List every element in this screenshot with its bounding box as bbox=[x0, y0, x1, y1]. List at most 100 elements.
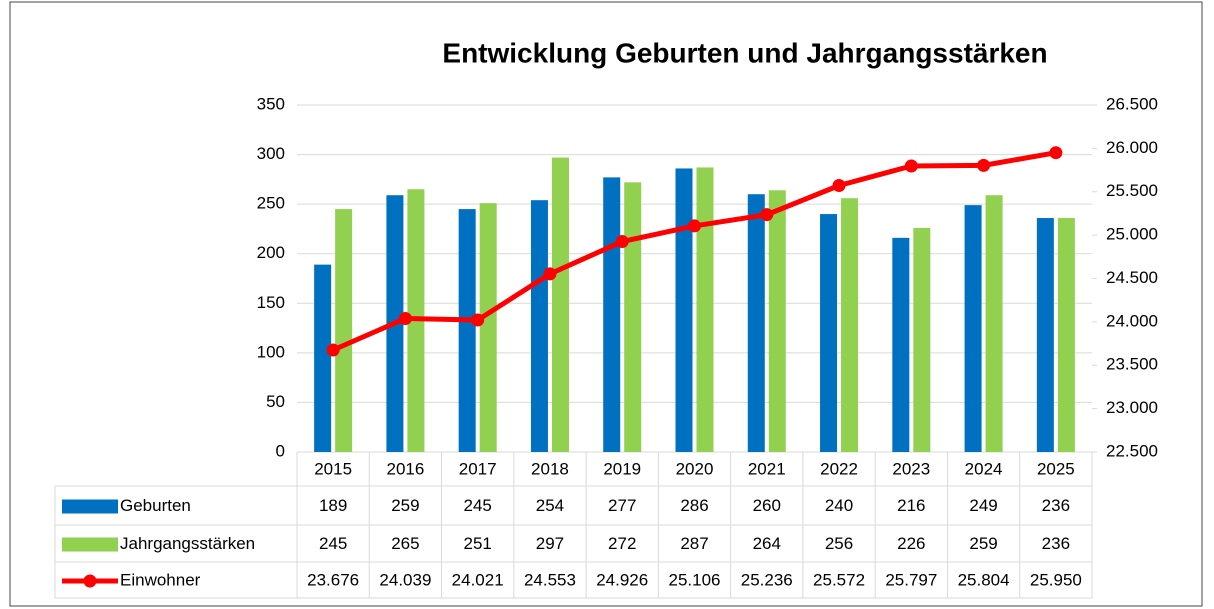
line-marker bbox=[326, 343, 340, 357]
line-marker bbox=[832, 179, 846, 193]
bar bbox=[747, 194, 765, 452]
table-value: 25.950 bbox=[1030, 570, 1082, 589]
table-value: 25.804 bbox=[958, 570, 1010, 589]
table-value: 277 bbox=[608, 496, 636, 515]
y2-tick-label: 22.500 bbox=[1106, 441, 1158, 460]
bar bbox=[820, 214, 838, 452]
bar bbox=[458, 209, 476, 452]
table-value: 216 bbox=[897, 496, 925, 515]
y-tick-label: 200 bbox=[257, 243, 285, 262]
line bbox=[332, 150, 1057, 353]
line-marker bbox=[977, 158, 991, 172]
table-value: 256 bbox=[825, 534, 853, 553]
y2-tick-label: 24.500 bbox=[1106, 268, 1158, 287]
bar bbox=[985, 195, 1003, 452]
y-tick-label: 50 bbox=[266, 392, 285, 411]
bar bbox=[603, 177, 621, 453]
table-value: 24.553 bbox=[524, 570, 576, 589]
legend-marker bbox=[83, 574, 97, 588]
table-value: 25.106 bbox=[669, 570, 721, 589]
legend-label: Geburten bbox=[120, 496, 191, 515]
bar bbox=[675, 168, 693, 453]
x-tick-label: 2022 bbox=[820, 459, 858, 478]
bar bbox=[479, 203, 497, 452]
line-marker bbox=[904, 159, 918, 173]
table-value: 25.236 bbox=[741, 570, 793, 589]
chart-title: Entwicklung Geburten und Jahrgangsstärke… bbox=[442, 37, 1047, 68]
table-value: 245 bbox=[463, 496, 491, 515]
x-tick-label: 2017 bbox=[459, 459, 497, 478]
table-value: 286 bbox=[680, 496, 708, 515]
table-value: 24.926 bbox=[596, 570, 648, 589]
bar bbox=[530, 200, 548, 452]
bar bbox=[841, 198, 859, 452]
y2-tick-label: 26.500 bbox=[1106, 94, 1158, 113]
legend-label: Einwohner bbox=[120, 570, 201, 589]
bar bbox=[1036, 218, 1054, 452]
line-marker bbox=[1049, 146, 1063, 160]
line-marker bbox=[398, 311, 412, 325]
table-value: 265 bbox=[391, 534, 419, 553]
table-value: 24.039 bbox=[379, 570, 431, 589]
x-tick-label: 2025 bbox=[1037, 459, 1075, 478]
y-tick-label: 300 bbox=[257, 144, 285, 163]
y2-tick-label: 24.000 bbox=[1106, 311, 1158, 330]
y-tick-label: 350 bbox=[257, 94, 285, 113]
table-value: 249 bbox=[969, 496, 997, 515]
y-tick-label: 0 bbox=[276, 441, 285, 460]
bar bbox=[624, 182, 642, 452]
x-tick-label: 2016 bbox=[386, 459, 424, 478]
line-marker bbox=[688, 219, 701, 233]
legend-swatch bbox=[62, 537, 118, 552]
table-value: 25.572 bbox=[813, 570, 865, 589]
bar bbox=[964, 205, 982, 452]
table-value: 260 bbox=[753, 496, 781, 515]
line-marker bbox=[543, 267, 557, 281]
x-tick-label: 2018 bbox=[531, 459, 569, 478]
line-marker bbox=[615, 235, 629, 249]
x-tick-label: 2020 bbox=[676, 459, 714, 478]
y-tick-label: 100 bbox=[257, 342, 285, 361]
bar bbox=[768, 190, 786, 452]
table-value: 272 bbox=[608, 534, 636, 553]
table-value: 236 bbox=[1042, 534, 1070, 553]
table-value: 259 bbox=[969, 534, 997, 553]
bar bbox=[314, 264, 332, 452]
line-marker bbox=[471, 313, 485, 327]
table-value: 264 bbox=[753, 534, 781, 553]
bar bbox=[892, 237, 910, 452]
table-value: 259 bbox=[391, 496, 419, 515]
table-value: 23.676 bbox=[307, 570, 359, 589]
bar bbox=[335, 209, 353, 452]
chart-frame bbox=[9, 1, 1203, 607]
table-value: 240 bbox=[825, 496, 853, 515]
bar bbox=[551, 157, 569, 452]
table-value: 287 bbox=[680, 534, 708, 553]
bar bbox=[696, 167, 714, 452]
y2-tick-label: 26.000 bbox=[1106, 138, 1158, 157]
y-tick-label: 150 bbox=[257, 293, 285, 312]
y2-tick-label: 23.000 bbox=[1106, 398, 1158, 417]
y-tick-label: 250 bbox=[257, 194, 285, 213]
x-tick-label: 2023 bbox=[892, 459, 930, 478]
line-marker bbox=[760, 208, 774, 222]
x-tick-label: 2021 bbox=[748, 459, 786, 478]
x-tick-label: 2019 bbox=[603, 459, 641, 478]
y2-tick-label: 25.000 bbox=[1106, 225, 1158, 244]
bar bbox=[913, 227, 931, 452]
bar bbox=[1057, 218, 1075, 452]
table-value: 236 bbox=[1042, 496, 1070, 515]
y2-tick-label: 23.500 bbox=[1106, 355, 1158, 374]
y2-tick-label: 25.500 bbox=[1106, 181, 1158, 200]
table-value: 251 bbox=[463, 534, 491, 553]
table-value: 297 bbox=[536, 534, 564, 553]
table-value: 245 bbox=[319, 534, 347, 553]
table-value: 254 bbox=[536, 496, 564, 515]
table-value: 226 bbox=[897, 534, 925, 553]
table-value: 189 bbox=[319, 496, 347, 515]
legend-label: Jahrgangsstärken bbox=[120, 534, 255, 553]
table-value: 25.797 bbox=[885, 570, 937, 589]
x-tick-label: 2015 bbox=[314, 459, 352, 478]
table-value: 24.021 bbox=[452, 570, 504, 589]
